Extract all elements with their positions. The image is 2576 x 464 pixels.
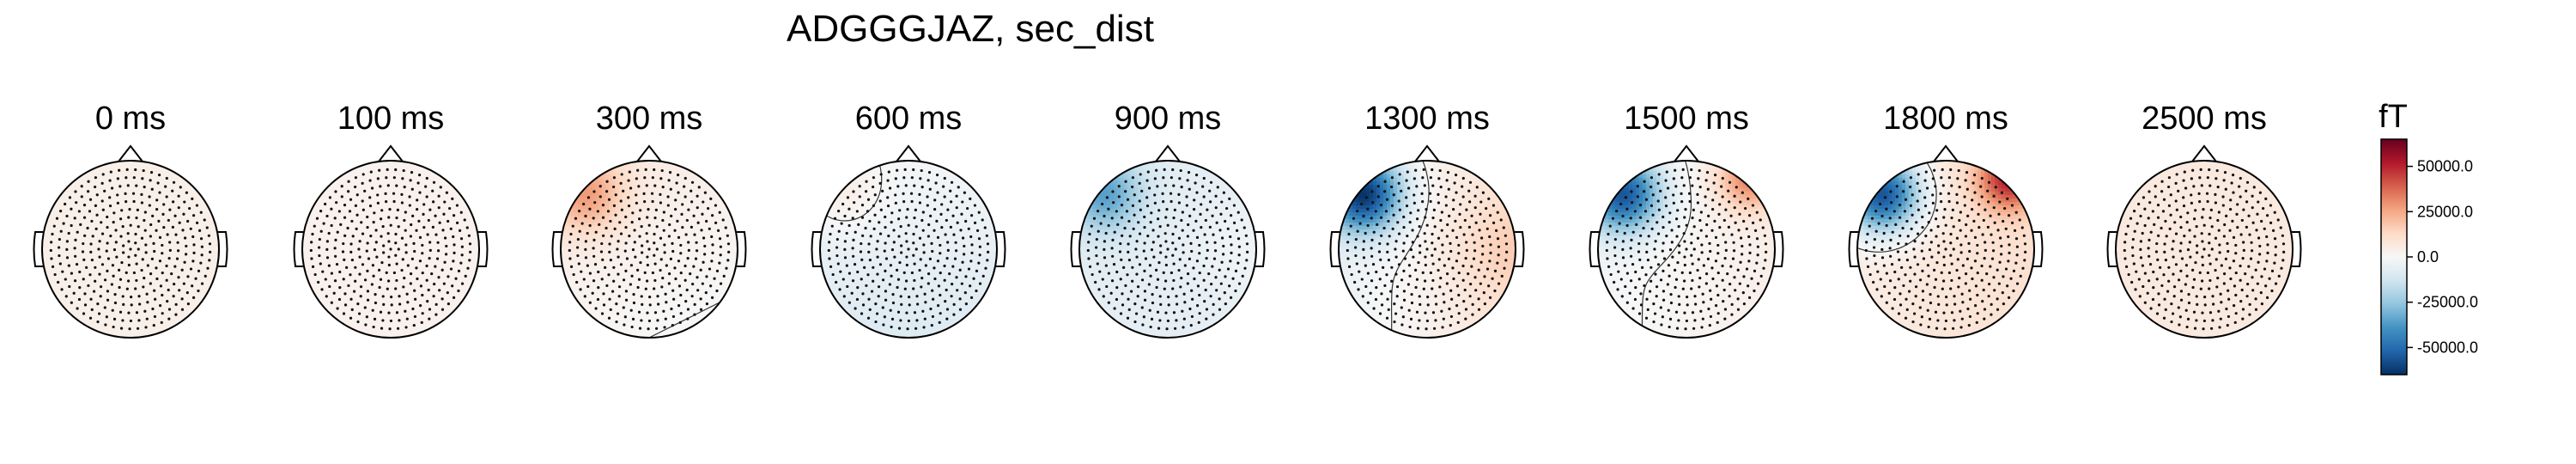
colorbar-tick-label: -25000.0 [2417,294,2478,311]
colorbar-gradient [2380,138,2408,375]
colorbar: fT 50000.0 25000.0 0.0 -25000.0 -50000.0 [2379,99,2478,375]
head-outline [819,160,998,339]
sensor-dots [1086,168,1249,331]
nose-icon [1674,144,1699,162]
head-outline [1597,160,1776,339]
right-ear-icon [2292,231,2302,267]
nose-icon [118,144,143,162]
left-ear-icon [1848,231,1858,267]
right-ear-icon [1255,231,1266,267]
topomap-panel: 0 ms [33,101,228,339]
topomap-panel: 1300 ms [1329,101,1525,339]
sensor-dots [309,168,472,331]
figure-title: ADGGGJAZ, sec_dist [787,8,1154,50]
head-outline [2115,160,2293,339]
panel-time-label: 600 ms [855,101,963,137]
nose-icon [896,144,921,162]
head-outline [1078,160,1257,339]
colorbar-tick-label: 50000.0 [2417,158,2473,175]
head-outline [41,160,220,339]
sensor-dots [49,168,212,331]
zero-contour [1641,161,1692,338]
topomap-panel: 900 ms [1070,101,1266,339]
colorbar-tick-label: 25000.0 [2417,203,2473,220]
nose-icon [1414,144,1440,162]
topomap-panel: 1500 ms [1589,101,1784,339]
colorbar-title: fT [2379,99,2408,135]
panel-time-label: 300 ms [596,101,703,137]
sensor-dots [1864,168,2027,331]
sensor-dots [1346,168,1509,331]
sensor-dots [1605,168,1768,331]
right-ear-icon [218,231,228,267]
nose-icon [1155,144,1181,162]
panel-time-label: 100 ms [337,101,445,137]
panel-time-label: 1300 ms [1364,101,1490,137]
panel-time-label: 1500 ms [1624,101,1749,137]
left-ear-icon [2106,231,2117,267]
field-map [561,161,738,338]
sensor-dots [827,168,990,331]
panel-time-label: 1800 ms [1883,101,2008,137]
head-outline [1338,160,1516,339]
panel-time-label: 0 ms [95,101,166,137]
field-map [302,161,479,338]
topomap-panel: 600 ms [811,101,1006,339]
right-ear-icon [478,231,489,267]
head-outline [301,160,480,339]
panel-time-label: 900 ms [1115,101,1222,137]
head-outline [1856,160,2035,339]
panel-time-label: 2500 ms [2142,101,2267,137]
right-ear-icon [1774,231,1784,267]
nose-icon [1933,144,1959,162]
zero-contour [1857,161,1937,253]
head-outline [560,160,738,339]
right-ear-icon [737,231,747,267]
topomap-panel: 2500 ms [2106,101,2302,339]
nose-icon [636,144,662,162]
field-map [1079,161,1256,338]
topomap-panels: 0 ms 100 ms 300 ms 600 ms 900 ms 1300 ms 1500 … [33,101,2302,339]
colorbar-tick-label: 0.0 [2417,248,2439,266]
sensor-dots [2123,168,2286,331]
nose-icon [2191,144,2217,162]
left-ear-icon [293,231,303,267]
nose-icon [378,144,404,162]
left-ear-icon [1329,231,1340,267]
right-ear-icon [2033,231,2044,267]
field-map [1339,161,1516,338]
colorbar-tick-label: -50000.0 [2417,339,2478,356]
sensor-dots [568,168,731,331]
left-ear-icon [33,231,43,267]
topomap-panel: 1800 ms [1848,101,2044,339]
left-ear-icon [1589,231,1599,267]
right-ear-icon [996,231,1006,267]
right-ear-icon [1515,231,1525,267]
topomap-panel: 300 ms [551,101,747,339]
topomap-panel: 100 ms [293,101,489,339]
left-ear-icon [1070,231,1080,267]
left-ear-icon [551,231,562,267]
left-ear-icon [811,231,821,267]
